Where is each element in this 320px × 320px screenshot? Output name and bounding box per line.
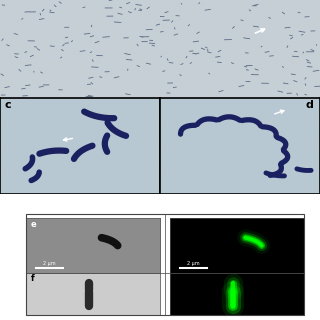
Text: e: e — [31, 220, 36, 229]
Text: d: d — [306, 100, 314, 110]
Text: 2 μm: 2 μm — [43, 261, 55, 266]
Text: c: c — [5, 100, 12, 110]
Text: 2 μm: 2 μm — [187, 261, 199, 266]
Text: Phase contrast: Phase contrast — [55, 199, 137, 209]
Text: f: f — [31, 274, 34, 283]
Text: Fluorescence: Fluorescence — [194, 199, 267, 209]
